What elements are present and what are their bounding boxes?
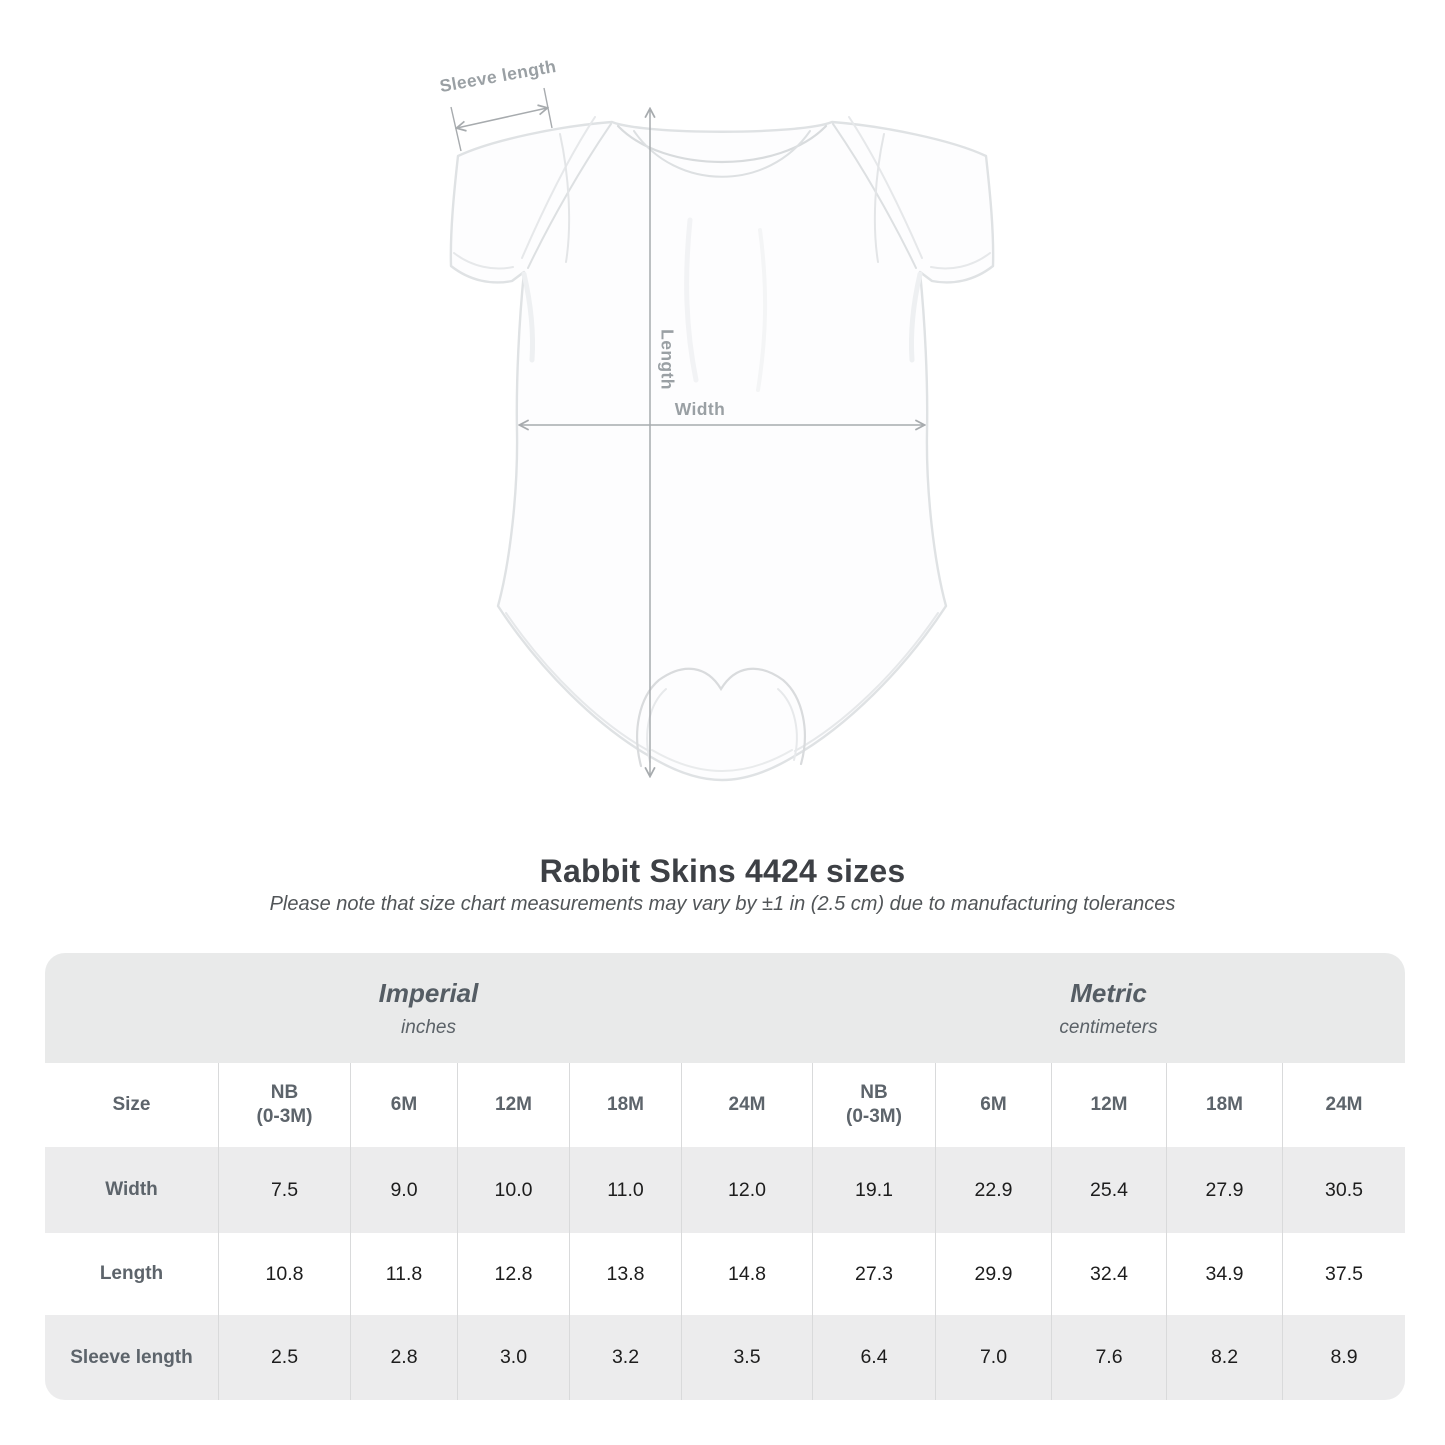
row-label-length: Length bbox=[99, 1263, 164, 1285]
unit-group-row: Imperial inches Metric centimeters bbox=[45, 953, 1405, 1063]
sleeve-6m-in: 2.8 bbox=[350, 1315, 457, 1400]
page-title: Rabbit Skins 4424 sizes bbox=[539, 853, 906, 889]
length-18m-in: 13.8 bbox=[569, 1233, 681, 1315]
width-nb-in: 7.5 bbox=[218, 1147, 350, 1233]
col-header-12m-imperial: 12M bbox=[457, 1063, 569, 1147]
col-header-18m-imperial: 18M bbox=[569, 1063, 681, 1147]
width-nb-cm: 19.1 bbox=[812, 1147, 935, 1233]
col-header-6m-imperial: 6M bbox=[350, 1063, 457, 1147]
size-header-cell: Size bbox=[112, 1094, 151, 1116]
width-24m-cm: 30.5 bbox=[1282, 1147, 1405, 1233]
sleeve-arrow-tick-right bbox=[543, 87, 553, 129]
table-row-sleeve-length: Sleeve length 2.5 2.8 3.0 3.2 3.5 6.4 7.… bbox=[45, 1315, 1405, 1400]
sleeve-18m-cm: 8.2 bbox=[1166, 1315, 1282, 1400]
length-6m-in: 11.8 bbox=[350, 1233, 457, 1315]
metric-group-header: Metric centimeters bbox=[812, 953, 1405, 1063]
length-24m-in: 14.8 bbox=[681, 1233, 812, 1315]
imperial-group-header: Imperial inches bbox=[45, 953, 812, 1063]
sleeve-nb-in: 2.5 bbox=[218, 1315, 350, 1400]
length-6m-cm: 29.9 bbox=[935, 1233, 1051, 1315]
col-header-6m-metric: 6M bbox=[935, 1063, 1051, 1147]
width-18m-cm: 27.9 bbox=[1166, 1147, 1282, 1233]
sleeve-12m-in: 3.0 bbox=[457, 1315, 569, 1400]
sleeve-24m-in: 3.5 bbox=[681, 1315, 812, 1400]
col-header-24m-metric: 24M bbox=[1282, 1063, 1405, 1147]
metric-title: Metric bbox=[1070, 977, 1147, 1008]
length-nb-in: 10.8 bbox=[218, 1233, 350, 1315]
sleeve-6m-cm: 7.0 bbox=[935, 1315, 1051, 1400]
onesie-illustration bbox=[449, 87, 995, 782]
length-12m-in: 12.8 bbox=[457, 1233, 569, 1315]
length-label: Length bbox=[657, 329, 678, 390]
width-6m-in: 9.0 bbox=[350, 1147, 457, 1233]
length-12m-cm: 32.4 bbox=[1051, 1233, 1166, 1315]
length-24m-cm: 37.5 bbox=[1282, 1233, 1405, 1315]
length-18m-cm: 34.9 bbox=[1166, 1233, 1282, 1315]
metric-unit: centimeters bbox=[1059, 1016, 1158, 1038]
col-header-18m-metric: 18M bbox=[1166, 1063, 1282, 1147]
onesie-seams bbox=[453, 217, 991, 773]
row-label-sleeve-length: Sleeve length bbox=[70, 1346, 193, 1368]
sleeve-nb-cm: 6.4 bbox=[812, 1315, 935, 1400]
width-label: Width bbox=[674, 399, 726, 419]
size-table: Imperial inches Metric centimeters Size … bbox=[45, 953, 1405, 1400]
width-12m-in: 10.0 bbox=[457, 1147, 569, 1233]
imperial-unit: inches bbox=[401, 1016, 456, 1038]
page-subtitle: Please note that size chart measurements… bbox=[269, 893, 1176, 915]
table-row-width: Width 7.5 9.0 10.0 11.0 12.0 19.1 22.9 2… bbox=[45, 1147, 1405, 1233]
col-header-24m-imperial: 24M bbox=[681, 1063, 812, 1147]
width-12m-cm: 25.4 bbox=[1051, 1147, 1166, 1233]
width-6m-cm: 22.9 bbox=[935, 1147, 1051, 1233]
width-18m-in: 11.0 bbox=[569, 1147, 681, 1233]
col-header-12m-metric: 12M bbox=[1051, 1063, 1166, 1147]
col-header-nb-metric: NB (0-3M) bbox=[812, 1063, 935, 1147]
sleeve-arrow-tick-left bbox=[450, 106, 462, 152]
length-nb-cm: 27.3 bbox=[812, 1233, 935, 1315]
table-row-length: Length 10.8 11.8 12.8 13.8 14.8 27.3 29.… bbox=[45, 1233, 1405, 1315]
sleeve-18m-in: 3.2 bbox=[569, 1315, 681, 1400]
column-header-row: Size NB (0-3M) 6M 12M 18M 24M NB (0-3M) … bbox=[45, 1063, 1405, 1147]
width-24m-in: 12.0 bbox=[681, 1147, 812, 1233]
imperial-title: Imperial bbox=[378, 977, 479, 1008]
sleeve-24m-cm: 8.9 bbox=[1282, 1315, 1405, 1400]
sleeve-length-arrow bbox=[457, 108, 547, 128]
sleeve-12m-cm: 7.6 bbox=[1051, 1315, 1166, 1400]
row-label-width: Width bbox=[105, 1179, 158, 1201]
col-header-nb-imperial: NB (0-3M) bbox=[218, 1063, 350, 1147]
onesie-body bbox=[449, 120, 995, 782]
